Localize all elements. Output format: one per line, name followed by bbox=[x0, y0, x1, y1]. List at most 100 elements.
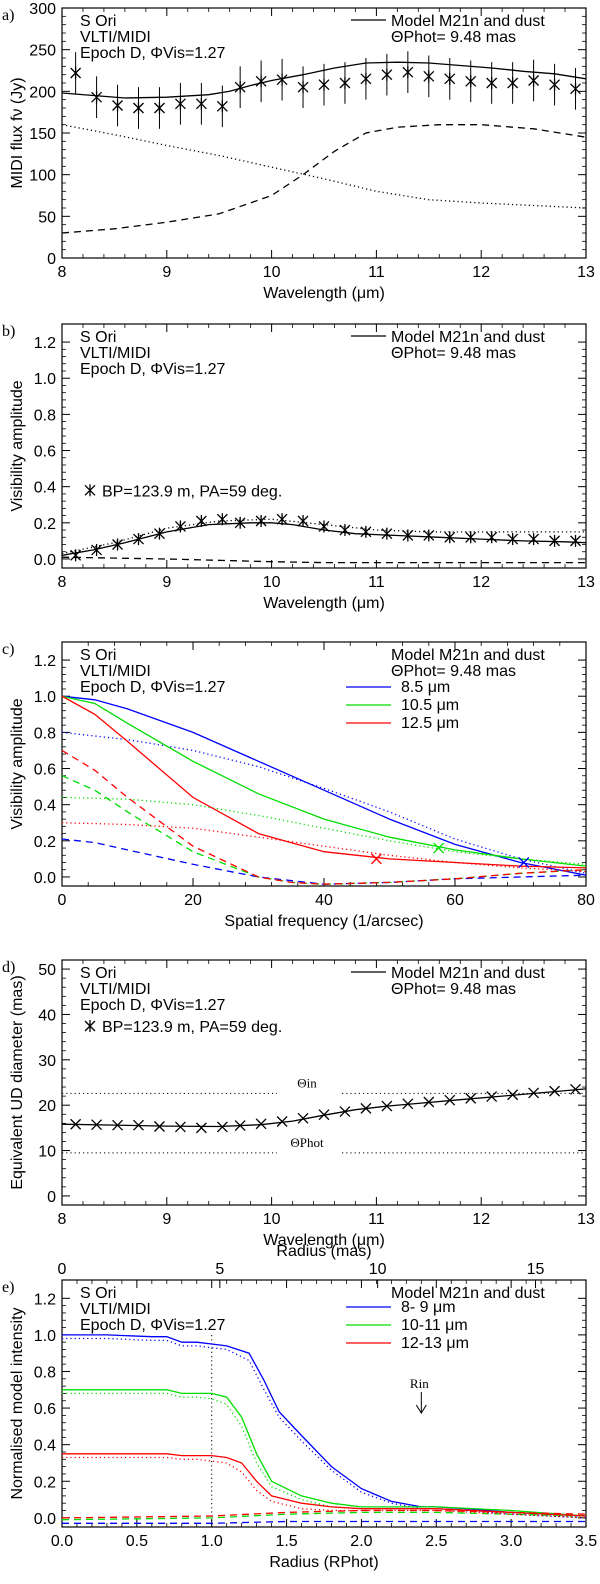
y-tick-label: 0.2 bbox=[34, 516, 56, 533]
info-text: VLTI/MIDI bbox=[80, 1301, 151, 1318]
x-tick-label: 0.0 bbox=[51, 1533, 73, 1550]
x-tick-label: 9 bbox=[162, 1211, 171, 1228]
data-point bbox=[216, 513, 228, 526]
y-tick-label: 1.0 bbox=[34, 689, 56, 706]
rin-label: Rin bbox=[410, 1376, 429, 1391]
info-text: Epoch D, ΦVis=1.27 bbox=[80, 997, 226, 1014]
data-point bbox=[133, 1119, 144, 1131]
data-point bbox=[402, 1098, 414, 1110]
panel-label: e) bbox=[2, 1279, 14, 1296]
panel-label: d) bbox=[2, 959, 15, 976]
data-point bbox=[518, 857, 530, 868]
panel-label: c) bbox=[2, 641, 14, 658]
info-text: Epoch D, ΦVis=1.27 bbox=[80, 45, 226, 62]
data-point bbox=[402, 51, 414, 93]
panel-b: b) 8 9 10 11 12 13 0.0 0.2 0.4 0.6 0.8 1.0 1.2 Wavelen… bbox=[2, 323, 595, 612]
data-point bbox=[507, 62, 519, 104]
data-point bbox=[297, 1112, 309, 1124]
x-tick-label: 20 bbox=[184, 892, 202, 909]
data-point bbox=[402, 529, 414, 542]
data-point bbox=[360, 1102, 372, 1114]
marker-stroke bbox=[370, 853, 382, 865]
y-tick-label: 300 bbox=[29, 1, 56, 18]
legend-theta: ΘPhot= 9.48 mas bbox=[391, 981, 516, 998]
data-point bbox=[360, 525, 372, 538]
marker-stroke bbox=[234, 1120, 246, 1132]
y-tick-label: 0.0 bbox=[34, 870, 56, 887]
panel-label: b) bbox=[2, 323, 15, 340]
data-point bbox=[174, 1121, 186, 1133]
data-point bbox=[216, 85, 228, 128]
panel-a: a) 8 9 10 11 12 13 0 50 100 150 200 250 300 Wavelength… bbox=[2, 1, 595, 302]
x-tick-label: 60 bbox=[446, 892, 464, 909]
data-point bbox=[91, 1119, 103, 1131]
data-point bbox=[528, 1087, 540, 1099]
data-point bbox=[255, 1118, 267, 1130]
top-x-tick-label: 10 bbox=[369, 1261, 387, 1278]
series-line-10-11-m bbox=[62, 1389, 586, 1517]
data-point bbox=[381, 527, 393, 540]
plot-frame bbox=[61, 959, 587, 1206]
y-tick-label: 0 bbox=[47, 251, 56, 268]
x-tick-label: 8 bbox=[58, 574, 67, 591]
data-point bbox=[133, 87, 144, 129]
info-text: VLTI/MIDI bbox=[80, 981, 151, 998]
legend-label: 10.5 μm bbox=[401, 697, 459, 714]
marker-stroke bbox=[549, 1085, 561, 1097]
data-point bbox=[465, 60, 477, 103]
marker-stroke bbox=[276, 1116, 288, 1127]
marker-stroke bbox=[174, 1121, 186, 1133]
x-tick-label: 0 bbox=[58, 892, 67, 909]
legend-title: Model M21n and dust bbox=[391, 647, 545, 664]
x-tick-label: 11 bbox=[368, 1211, 385, 1228]
data-point bbox=[570, 1083, 581, 1095]
series-line-dashed-8 bbox=[62, 749, 586, 885]
data-point bbox=[465, 1092, 477, 1104]
y-tick-label: 0.8 bbox=[34, 407, 56, 424]
series-group bbox=[62, 1083, 586, 1134]
series-line-dashed-5 bbox=[62, 775, 586, 885]
data-point bbox=[91, 76, 103, 118]
y-axis-label: Visibility amplitude bbox=[9, 698, 26, 829]
data-point bbox=[339, 62, 351, 104]
y-tick-label: 30 bbox=[38, 1053, 56, 1070]
series-group bbox=[62, 695, 586, 885]
data-point bbox=[112, 84, 124, 127]
data-point bbox=[507, 1089, 519, 1101]
marker-stroke bbox=[339, 1106, 351, 1117]
legend-title: Model M21n and dust bbox=[391, 329, 545, 346]
marker-stroke bbox=[423, 1096, 435, 1108]
legend-title: Model M21n and dust bbox=[391, 965, 545, 982]
series-line-dashed-2 bbox=[62, 124, 586, 234]
data-point bbox=[174, 520, 186, 533]
legend-label: 12.5 μm bbox=[401, 715, 459, 732]
data-point bbox=[528, 533, 540, 546]
x-axis-label: Wavelength (μm) bbox=[263, 595, 385, 612]
series-group bbox=[62, 513, 586, 564]
data-point bbox=[154, 527, 165, 540]
x-tick-label: 2.5 bbox=[425, 1533, 447, 1550]
data-point bbox=[549, 63, 561, 106]
series-line-model-m21n-and-dust bbox=[62, 1088, 586, 1128]
y-tick-label: 0.2 bbox=[34, 834, 56, 851]
marker-stroke bbox=[402, 1098, 414, 1110]
series-line-dotted-4 bbox=[62, 1392, 586, 1519]
data-point bbox=[297, 515, 309, 528]
y-tick-label: 1.2 bbox=[34, 1291, 56, 1308]
data-point bbox=[276, 58, 288, 101]
x-tick-label: 10 bbox=[263, 264, 281, 281]
rin-arrow-head bbox=[415, 1404, 427, 1414]
legend-label: 8- 9 μm bbox=[401, 1299, 456, 1316]
info-text: S Ori bbox=[80, 329, 116, 346]
legend-label: 12-13 μm bbox=[401, 1335, 469, 1352]
y-tick-label: 50 bbox=[38, 962, 56, 979]
marker-stroke bbox=[216, 1121, 228, 1133]
marker-stroke bbox=[381, 1100, 393, 1112]
y-tick-label: 40 bbox=[38, 1007, 56, 1024]
info-text: VLTI/MIDI bbox=[80, 345, 151, 362]
series-line-8-5-m bbox=[62, 695, 586, 876]
data-point bbox=[549, 534, 561, 547]
marker-stroke bbox=[444, 1094, 456, 1106]
series-line-12-13-m bbox=[62, 1453, 586, 1517]
note-marker bbox=[84, 484, 96, 497]
